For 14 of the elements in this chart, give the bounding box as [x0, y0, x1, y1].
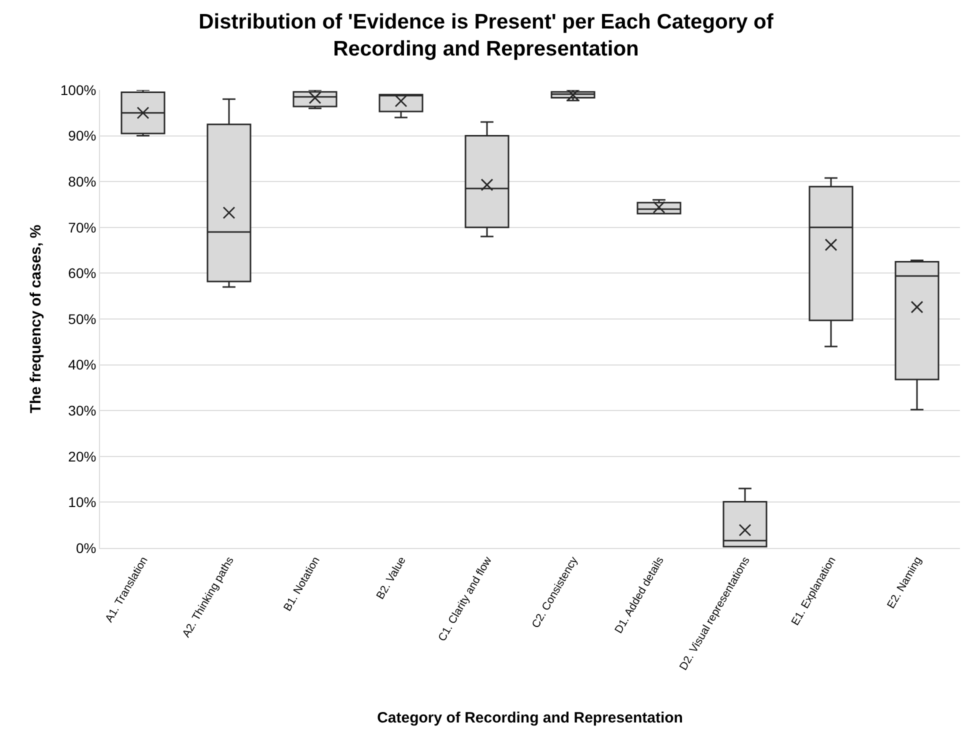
y-tick-label: 100% [60, 82, 96, 98]
y-axis-title: The frequency of cases, % [28, 224, 45, 414]
y-tick-label: 90% [68, 128, 96, 144]
y-tick-label: 70% [68, 219, 96, 236]
y-tick-label: 0% [76, 540, 96, 556]
y-tick-label: 30% [68, 402, 96, 418]
y-tick-label: 50% [68, 310, 96, 327]
x-axis-title: Category of Recording and Representation [377, 710, 683, 727]
y-tick-label: 60% [68, 265, 96, 282]
y-tick-label: 20% [68, 448, 96, 464]
y-tick-label: 10% [68, 494, 96, 510]
y-tick-label: 40% [68, 356, 96, 373]
chart-title: Distribution of 'Evidence is Present' per Each Category of Recording and Representation [198, 10, 774, 61]
y-tick-label: 80% [68, 174, 96, 190]
